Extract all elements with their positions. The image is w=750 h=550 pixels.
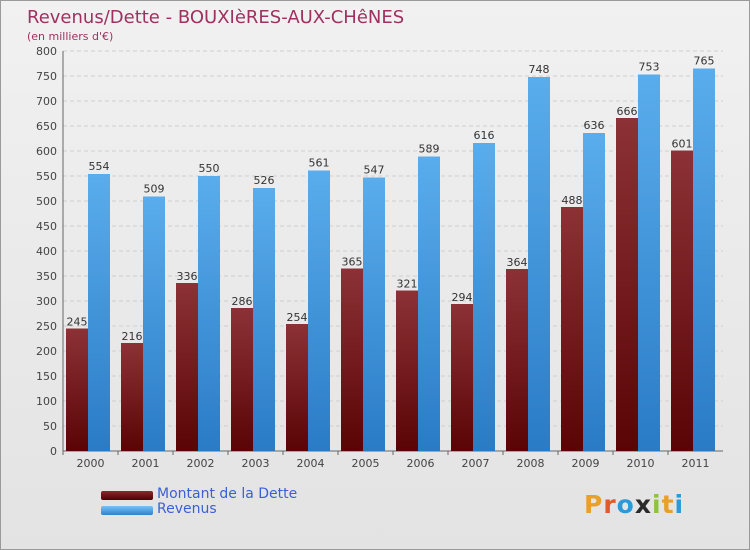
data-label-revenus: 753 (639, 61, 660, 74)
bar-revenus (418, 156, 440, 451)
data-label-revenus: 616 (474, 129, 495, 142)
y-tick-label: 800 (36, 45, 57, 58)
bar-dette (451, 304, 473, 451)
data-label-revenus: 509 (144, 183, 165, 196)
x-tick-label: 2010 (627, 457, 655, 470)
bar-revenus (143, 196, 165, 451)
bar-dette (176, 283, 198, 451)
chart-subtitle: (en milliers d'€) (27, 30, 114, 43)
y-tick-label: 100 (36, 395, 57, 408)
legend-label-revenus: Revenus (157, 501, 217, 517)
data-label-dette: 254 (287, 311, 308, 324)
y-tick-label: 500 (36, 195, 57, 208)
x-tick-label: 2008 (517, 457, 545, 470)
y-tick-label: 700 (36, 95, 57, 108)
bar-dette (66, 328, 88, 451)
legend-swatch-dette (101, 491, 153, 500)
y-tick-label: 0 (50, 445, 57, 458)
data-label-dette: 666 (617, 105, 638, 118)
logo-letter: r (603, 490, 617, 519)
data-label-revenus: 765 (694, 55, 715, 68)
y-tick-label: 400 (36, 245, 57, 258)
legend-label-dette: Montant de la Dette (157, 486, 298, 502)
bar-revenus (308, 170, 330, 451)
y-tick-label: 350 (36, 270, 57, 283)
y-tick-label: 50 (43, 420, 57, 433)
data-label-dette: 321 (397, 278, 418, 291)
x-tick-label: 2003 (242, 457, 270, 470)
y-tick-label: 650 (36, 120, 57, 133)
data-label-dette: 488 (562, 194, 583, 207)
logo-letter: o (616, 490, 635, 519)
bar-dette (616, 118, 638, 451)
bar-revenus (693, 68, 715, 451)
bar-revenus (473, 143, 495, 451)
x-tick-label: 2009 (572, 457, 600, 470)
data-label-revenus: 636 (584, 119, 605, 132)
data-label-revenus: 547 (364, 164, 385, 177)
x-tick-label: 2002 (187, 457, 215, 470)
x-tick-label: 2005 (352, 457, 380, 470)
logo-letter: x (634, 490, 652, 519)
data-label-dette: 294 (452, 291, 473, 304)
bar-dette (396, 290, 418, 451)
bar-revenus (528, 77, 550, 451)
bar-revenus (88, 174, 110, 451)
data-label-dette: 336 (177, 270, 198, 283)
data-label-revenus: 589 (419, 143, 440, 156)
data-label-dette: 365 (342, 256, 363, 269)
x-tick-label: 2007 (462, 457, 490, 470)
data-label-revenus: 554 (89, 160, 110, 173)
logo-letter: i (652, 490, 662, 519)
data-label-dette: 245 (67, 316, 88, 329)
bar-revenus (198, 176, 220, 451)
y-tick-label: 200 (36, 345, 57, 358)
x-tick-label: 2011 (682, 457, 710, 470)
bar-dette (506, 269, 528, 451)
bar-revenus (638, 74, 660, 451)
data-label-revenus: 748 (529, 63, 550, 76)
x-tick-label: 2000 (77, 457, 105, 470)
data-label-revenus: 526 (254, 174, 275, 187)
data-label-dette: 364 (507, 256, 528, 269)
data-label-dette: 601 (672, 138, 693, 151)
x-tick-label: 2006 (407, 457, 435, 470)
logo-letter: i (674, 490, 685, 519)
data-label-revenus: 561 (309, 157, 330, 170)
chart-title: Revenus/Dette - BOUXIèRES-AUX-CHêNES (27, 7, 405, 28)
legend-swatch-revenus (101, 506, 153, 515)
y-tick-label: 550 (36, 170, 57, 183)
bar-revenus (583, 133, 605, 451)
data-label-dette: 216 (122, 330, 143, 343)
bar-dette (671, 150, 693, 451)
bar-dette (341, 268, 363, 451)
bar-dette (286, 324, 308, 451)
bar-revenus (363, 177, 385, 451)
bar-revenus (253, 188, 275, 451)
y-tick-label: 150 (36, 370, 57, 383)
x-tick-label: 2001 (132, 457, 160, 470)
data-label-revenus: 550 (199, 162, 220, 175)
y-tick-label: 250 (36, 320, 57, 333)
bar-dette (231, 308, 253, 451)
data-label-dette: 286 (232, 295, 253, 308)
proxiti-logo: Proxiti (584, 490, 684, 519)
logo-letter: P (584, 490, 604, 519)
bar-dette (121, 343, 143, 451)
x-tick-label: 2004 (297, 457, 325, 470)
y-tick-label: 750 (36, 70, 57, 83)
y-tick-label: 300 (36, 295, 57, 308)
y-tick-label: 450 (36, 220, 57, 233)
y-tick-label: 600 (36, 145, 57, 158)
bar-dette (561, 207, 583, 451)
logo-letter: t (661, 490, 675, 519)
